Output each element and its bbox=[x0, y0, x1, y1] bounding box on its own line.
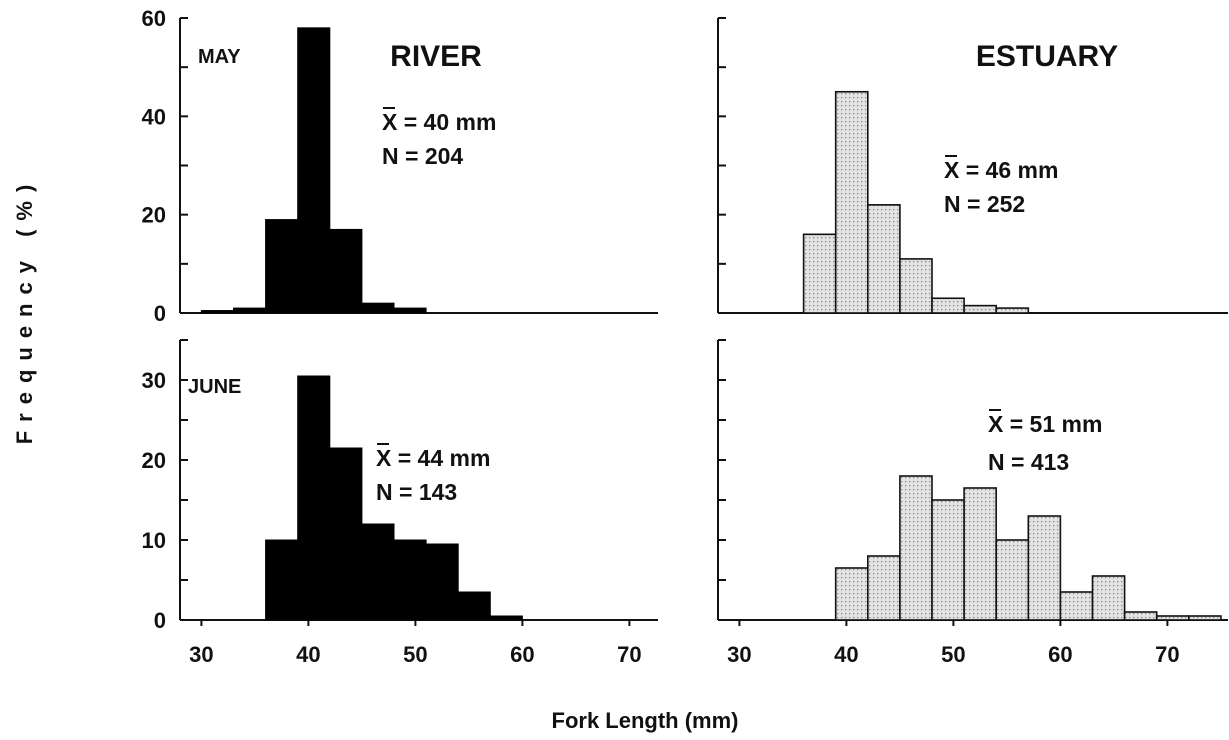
x-axis-label: Fork Length (mm) bbox=[552, 708, 739, 733]
y-tick-label: 10 bbox=[142, 528, 166, 553]
bar-june-river-42 bbox=[329, 447, 363, 621]
x-tick-label: 70 bbox=[617, 642, 641, 667]
bar-june-river-48 bbox=[393, 539, 427, 621]
bar-june-estuary-42 bbox=[866, 555, 901, 621]
bar-may-river-39 bbox=[297, 27, 331, 314]
stat-mean-june-river: X = 44 mm bbox=[376, 445, 490, 471]
stat-n-june-estuary: N = 413 bbox=[988, 449, 1069, 475]
bar-june-estuary-57 bbox=[1027, 515, 1062, 621]
row-label-may: MAY bbox=[198, 46, 241, 68]
y-tick-label: 0 bbox=[154, 301, 166, 326]
bar-may-river-45 bbox=[361, 302, 395, 314]
x-tick-label: 60 bbox=[510, 642, 534, 667]
bar-june-river-54 bbox=[457, 591, 491, 621]
bar-may-estuary-51 bbox=[963, 304, 997, 314]
text-layer: Frequency (%) Fork Length (mm) RIVER EST… bbox=[12, 6, 1180, 733]
bar-may-estuary-54 bbox=[995, 307, 1030, 314]
x-tick-label: 50 bbox=[403, 642, 427, 667]
column-title-river: RIVER bbox=[390, 40, 482, 73]
bar-june-river-45 bbox=[361, 523, 395, 621]
bar-may-estuary-45 bbox=[899, 258, 933, 314]
bar-june-river-51 bbox=[425, 543, 459, 621]
y-tick-label: 30 bbox=[142, 368, 166, 393]
bar-june-river-57 bbox=[489, 615, 523, 621]
y-axis-label: Frequency (%) bbox=[12, 176, 37, 445]
bar-june-river-36 bbox=[265, 539, 299, 621]
bar-may-river-36 bbox=[265, 219, 299, 314]
stat-mean-may-river: X = 40 mm bbox=[382, 109, 496, 135]
y-tick-label: 40 bbox=[142, 104, 166, 129]
y-tick-label: 20 bbox=[142, 203, 166, 228]
bar-june-river-39 bbox=[297, 375, 331, 621]
bar-may-estuary-36 bbox=[802, 233, 837, 314]
bar-june-estuary-72 bbox=[1188, 615, 1222, 621]
bar-june-estuary-60 bbox=[1059, 591, 1094, 621]
bar-june-estuary-69 bbox=[1155, 615, 1190, 621]
x-tick-label: 50 bbox=[941, 642, 965, 667]
bar-june-estuary-54 bbox=[995, 539, 1030, 621]
bar-june-estuary-45 bbox=[899, 475, 933, 621]
stat-n-june-river: N = 143 bbox=[376, 479, 457, 505]
bar-may-river-42 bbox=[329, 228, 363, 314]
column-title-estuary: ESTUARY bbox=[976, 40, 1118, 73]
y-tick-label: 20 bbox=[142, 448, 166, 473]
bar-may-estuary-39 bbox=[834, 90, 869, 314]
bar-june-estuary-63 bbox=[1091, 575, 1126, 621]
stat-mean-may-estuary: X = 46 mm bbox=[944, 157, 1058, 183]
stat-n-may-estuary: N = 252 bbox=[944, 191, 1025, 217]
bar-june-estuary-51 bbox=[963, 487, 997, 621]
y-tick-label: 0 bbox=[154, 608, 166, 633]
x-tick-label: 30 bbox=[727, 642, 751, 667]
bars-layer bbox=[200, 27, 1222, 621]
bar-may-estuary-48 bbox=[931, 297, 965, 314]
bar-may-river-33 bbox=[233, 307, 267, 314]
bar-june-estuary-48 bbox=[931, 499, 965, 621]
bar-may-river-48 bbox=[393, 307, 427, 314]
bar-june-estuary-39 bbox=[834, 567, 869, 621]
bar-may-estuary-42 bbox=[866, 204, 901, 314]
x-tick-label: 40 bbox=[296, 642, 320, 667]
row-label-june: JUNE bbox=[188, 376, 241, 398]
bar-june-estuary-66 bbox=[1123, 611, 1158, 621]
x-tick-label: 70 bbox=[1155, 642, 1179, 667]
y-tick-label: 60 bbox=[142, 6, 166, 31]
x-tick-label: 40 bbox=[834, 642, 858, 667]
stat-mean-june-estuary: X = 51 mm bbox=[988, 411, 1102, 437]
x-tick-label: 30 bbox=[189, 642, 213, 667]
bar-may-river-30 bbox=[200, 310, 234, 314]
stat-n-may-river: N = 204 bbox=[382, 143, 463, 169]
x-tick-label: 60 bbox=[1048, 642, 1072, 667]
